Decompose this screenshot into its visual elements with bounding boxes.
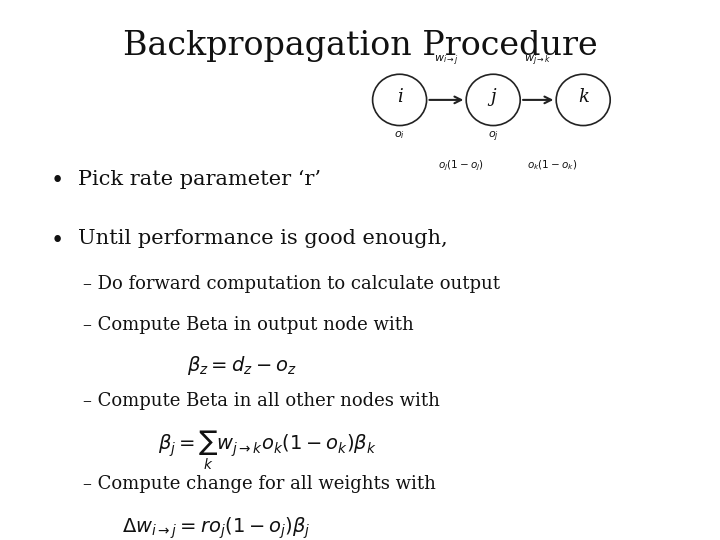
Text: $\Delta w_{i\rightarrow j} = ro_j(1-o_j)\beta_j$: $\Delta w_{i\rightarrow j} = ro_j(1-o_j)… xyxy=(122,516,311,540)
Text: – Compute Beta in output node with: – Compute Beta in output node with xyxy=(83,316,413,334)
Text: •: • xyxy=(50,230,63,252)
Text: – Compute Beta in all other nodes with: – Compute Beta in all other nodes with xyxy=(83,392,440,409)
Ellipse shape xyxy=(557,75,611,126)
Ellipse shape xyxy=(467,75,521,126)
Text: $o_j(1-o_j)$: $o_j(1-o_j)$ xyxy=(438,159,484,173)
Ellipse shape xyxy=(373,75,426,126)
Text: $w_{i\rightarrow j}$: $w_{i\rightarrow j}$ xyxy=(434,53,459,68)
Text: $o_k(1-o_k)$: $o_k(1-o_k)$ xyxy=(528,159,577,172)
Text: Until performance is good enough,: Until performance is good enough, xyxy=(78,230,447,248)
Text: j: j xyxy=(490,88,496,106)
Text: Pick rate parameter ‘r’: Pick rate parameter ‘r’ xyxy=(78,170,321,189)
Text: k: k xyxy=(577,88,589,106)
Text: $\beta_z = d_z - o_z$: $\beta_z = d_z - o_z$ xyxy=(187,354,297,377)
Text: $w_{j\rightarrow k}$: $w_{j\rightarrow k}$ xyxy=(524,53,552,68)
Text: $o_j$: $o_j$ xyxy=(487,130,499,144)
Text: $o_i$: $o_i$ xyxy=(394,130,405,141)
Text: – Do forward computation to calculate output: – Do forward computation to calculate ou… xyxy=(83,275,500,293)
Text: $\beta_j = \sum_k w_{j\rightarrow k} o_k(1-o_k)\beta_k$: $\beta_j = \sum_k w_{j\rightarrow k} o_k… xyxy=(158,429,377,472)
Text: i: i xyxy=(397,88,402,106)
Text: – Compute change for all weights with: – Compute change for all weights with xyxy=(83,475,436,493)
Text: •: • xyxy=(50,170,63,192)
Text: Backpropagation Procedure: Backpropagation Procedure xyxy=(122,30,598,62)
